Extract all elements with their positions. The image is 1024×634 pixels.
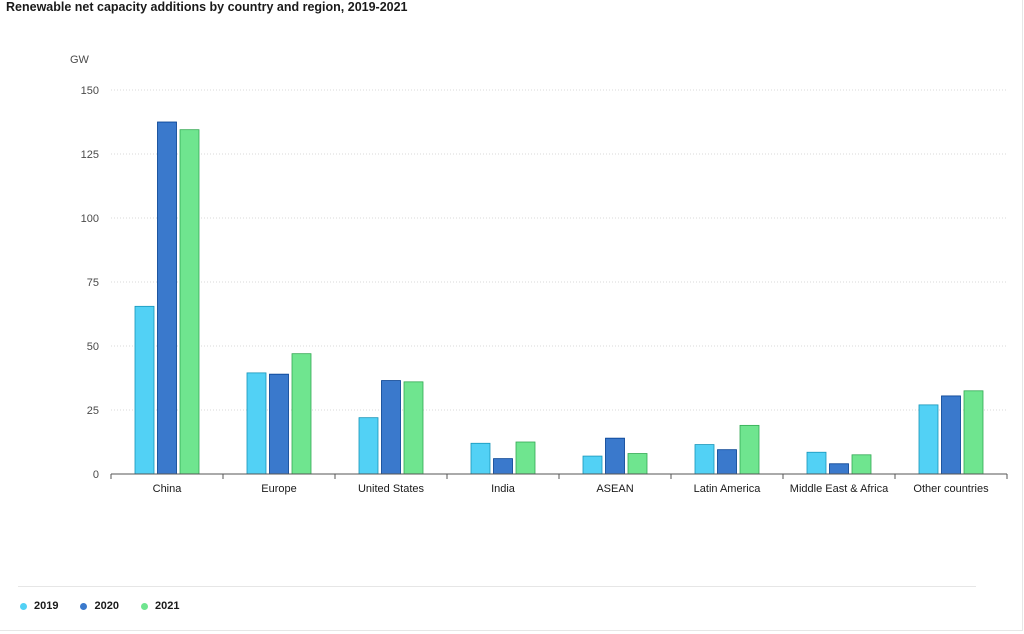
bar-2019: Middle East & Africa 2019: 8.5 (806, 451, 827, 475)
x-tick-label: China (153, 483, 183, 495)
legend-label: 2020 (94, 600, 119, 612)
legend-item-2021[interactable]: 2021 (140, 600, 180, 612)
bar-2020: Middle East & Africa 2020: 4 (829, 463, 849, 475)
x-tick-label: ASEAN (596, 483, 633, 495)
bar-2020: Latin America 2020: 9.5 (717, 449, 737, 475)
y-tick-label: 100 (81, 213, 99, 225)
y-tick-label: 0 (93, 469, 99, 481)
y-tick-label: 75 (87, 277, 99, 289)
chart-title: Renewable net capacity additions by coun… (6, 0, 408, 14)
bar-2021: Latin America 2021: 19 (739, 424, 760, 475)
bar-2019: ASEAN 2019: 7 (582, 455, 603, 475)
bar-2021: Other countries 2021: 32.5 (963, 390, 984, 475)
bar-2019: Latin America 2019: 11.5 (694, 444, 715, 475)
bar-2021: Middle East & Africa 2021: 7.5 (851, 454, 872, 475)
bar-2020: Other countries 2020: 30.5 (941, 395, 961, 475)
bar-2020: China 2020: 137.5 (157, 121, 177, 475)
bar-2019: Europe 2019: 39.5 (246, 372, 267, 475)
legend-dot-icon (140, 602, 148, 610)
bar-2021: Europe 2021: 47 (291, 353, 312, 475)
bar-2021: ASEAN 2021: 8 (627, 453, 648, 475)
bar-2020: Europe 2020: 39 (269, 373, 289, 475)
bar-2019: China 2019: 65.5 (134, 305, 155, 475)
x-tick-label: Europe (261, 483, 296, 495)
bar-2021: India 2021: 12.5 (515, 441, 536, 475)
x-tick-label: Latin America (694, 483, 762, 495)
x-tick-label: Other countries (913, 483, 989, 495)
bars: China 2019: 65.5China 2020: 137.5China 2… (134, 121, 984, 475)
x-tick-label: United States (358, 483, 425, 495)
legend-item-2020[interactable]: 2020 (80, 600, 119, 612)
bar-2019: Other countries 2019: 27 (918, 404, 939, 475)
bar-2021: China 2021: 134.5 (179, 129, 200, 475)
bar-2019: United States 2019: 22 (358, 417, 379, 475)
legend-label: 2021 (154, 600, 180, 612)
legend: 2019 2020 2021 (20, 600, 179, 612)
x-tick-label: Middle East & Africa (790, 483, 889, 495)
legend-item-2019[interactable]: 2019 (20, 600, 58, 612)
legend-dot-icon (20, 602, 27, 610)
y-axis-unit-label: GW (70, 54, 90, 66)
bar-2020: ASEAN 2020: 14 (605, 437, 625, 475)
y-tick-label: 25 (87, 405, 99, 417)
bar-2021: United States 2021: 36 (403, 381, 424, 475)
legend-divider (18, 586, 976, 587)
legend-label: 2019 (34, 600, 59, 612)
legend-dot-icon (80, 602, 88, 610)
y-tick-label: 125 (81, 149, 99, 161)
bar-2020: India 2020: 6 (493, 458, 513, 475)
bar-2020: United States 2020: 36.5 (381, 380, 401, 475)
y-tick-label: 150 (81, 85, 99, 97)
grid-lines: 0 25 50 75 100 125 150 (81, 85, 1007, 481)
y-tick-label: 50 (87, 341, 99, 353)
x-axis: China Europe United States India ASEAN Latin … (110, 473, 1008, 495)
x-tick-label: India (491, 483, 516, 495)
bar-2019: India 2019: 12 (470, 442, 491, 475)
